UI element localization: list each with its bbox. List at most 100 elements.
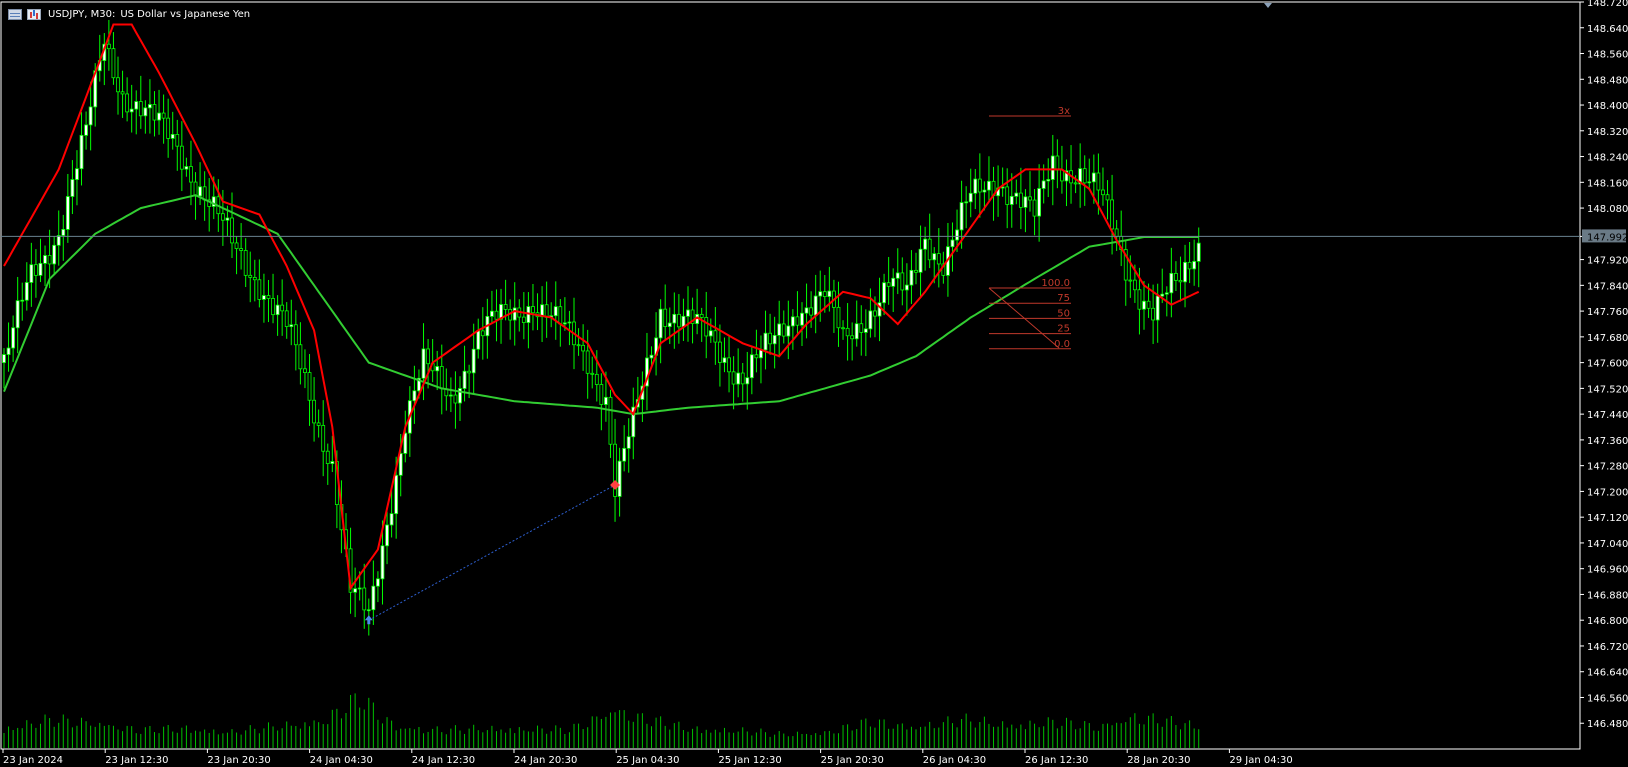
bull-candle [394, 474, 399, 515]
sell-diamond-icon[interactable] [610, 480, 620, 490]
trend-line[interactable] [368, 484, 616, 621]
bear-candle [298, 344, 303, 370]
bear-candle [704, 317, 709, 337]
chart-shift-icon[interactable] [1264, 3, 1272, 8]
bull-candle [412, 390, 417, 402]
bear-candle [1101, 189, 1105, 196]
bull-candle [804, 307, 809, 314]
bear-candle [111, 48, 116, 79]
x-tick-label: 24 Jan 04:30 [310, 755, 373, 766]
bull-candle [403, 432, 408, 454]
bull-candle [667, 322, 672, 327]
bear-candle [166, 117, 171, 139]
bear-candle [1187, 261, 1192, 270]
bull-candle [1192, 261, 1197, 270]
bull-candle [24, 282, 29, 301]
bull-candle [645, 357, 649, 387]
bull-candle [275, 304, 280, 316]
bear-candle [152, 104, 157, 121]
bull-candle [868, 310, 873, 330]
bull-candle [88, 106, 93, 126]
buy-arrow-icon[interactable] [364, 615, 373, 625]
y-tick-label: 148.480 [1587, 75, 1628, 86]
bear-candle [1096, 172, 1101, 191]
bull-candle [562, 322, 567, 325]
bull-candle [385, 524, 389, 547]
volume-bars [3, 693, 1200, 748]
bull-candle [143, 107, 148, 117]
fib-level-label: 25 [1057, 324, 1070, 335]
current-price-label-bg [1582, 229, 1626, 243]
bear-candle [257, 279, 262, 300]
bull-candle [854, 323, 859, 340]
bear-candle [886, 282, 891, 287]
x-tick-label: 25 Jan 04:30 [616, 755, 679, 766]
bear-candle [1018, 192, 1023, 208]
bear-candle [1005, 186, 1010, 205]
y-tick-label: 146.960 [1587, 565, 1628, 576]
bear-candle [467, 370, 472, 374]
bull-candle [827, 290, 832, 297]
bull-candle [1183, 261, 1187, 283]
fib-level-label: 0.0 [1054, 339, 1070, 350]
bull-candle [745, 377, 750, 385]
bear-candle [307, 372, 312, 401]
fib-level-label: 50 [1057, 308, 1070, 319]
bull-candle [6, 347, 11, 355]
symbol-description: US Dollar vs Japanese Yen [120, 8, 251, 20]
y-tick-label: 147.040 [1587, 539, 1628, 550]
bull-candle [553, 306, 558, 317]
bull-candle [1142, 300, 1146, 310]
bull-candle [1155, 295, 1160, 321]
bear-candle [795, 316, 800, 326]
x-axis: 23 Jan 2024 23 Jan 12:30 23 Jan 20:30 24 Ja… [2, 749, 1293, 766]
bear-candle [34, 264, 38, 276]
bull-candle [772, 334, 777, 345]
x-tick-label: 24 Jan 20:30 [514, 755, 577, 766]
fibonacci-tool[interactable]: 100.0 75 50 25 0.0 3x [988, 106, 1071, 350]
bull-candle [950, 239, 955, 248]
bull-candle [398, 453, 403, 476]
y-tick-label: 146.480 [1587, 719, 1628, 730]
chart-title-bar: USDJPY, M30: US Dollar vs Japanese Yen [8, 6, 250, 22]
bear-candle [220, 213, 225, 221]
bull-candle [448, 394, 453, 397]
bear-candle [362, 587, 367, 611]
bull-candle [211, 196, 216, 207]
bear-candle [1132, 279, 1137, 291]
y-tick-label: 147.600 [1587, 359, 1628, 370]
bear-candle [594, 373, 599, 385]
bull-candle [20, 299, 25, 302]
bull-candle [786, 325, 791, 337]
bear-candle [836, 306, 841, 329]
fib-trend-line [988, 287, 1060, 349]
bull-candle [686, 309, 690, 317]
bull-candle [982, 189, 987, 193]
bull-candle [11, 327, 16, 349]
bear-candle [781, 323, 786, 337]
bull-candle [421, 348, 426, 379]
bull-candle [923, 238, 928, 250]
chart-bars-icon[interactable] [27, 8, 41, 20]
bull-candle [417, 377, 421, 392]
y-tick-label: 146.720 [1587, 642, 1628, 653]
bull-candle [380, 545, 385, 580]
bull-candle [366, 609, 371, 612]
bear-candle [239, 248, 244, 251]
bear-candle [1110, 199, 1114, 230]
bear-candle [1032, 199, 1037, 217]
bear-candle [1178, 279, 1183, 283]
bull-candle [70, 179, 75, 197]
bear-candle [900, 272, 905, 291]
bear-candle [125, 93, 130, 113]
bull-candle [1078, 168, 1083, 185]
chart-grid-icon[interactable] [8, 8, 22, 20]
bull-candle [891, 277, 896, 287]
bull-candle [672, 313, 677, 324]
bull-candle [818, 291, 823, 297]
bull-candle [84, 124, 88, 136]
bull-candle [1046, 179, 1051, 182]
x-tick-label: 23 Jan 2024 [3, 755, 63, 766]
x-tick-label: 23 Jan 12:30 [105, 755, 168, 766]
